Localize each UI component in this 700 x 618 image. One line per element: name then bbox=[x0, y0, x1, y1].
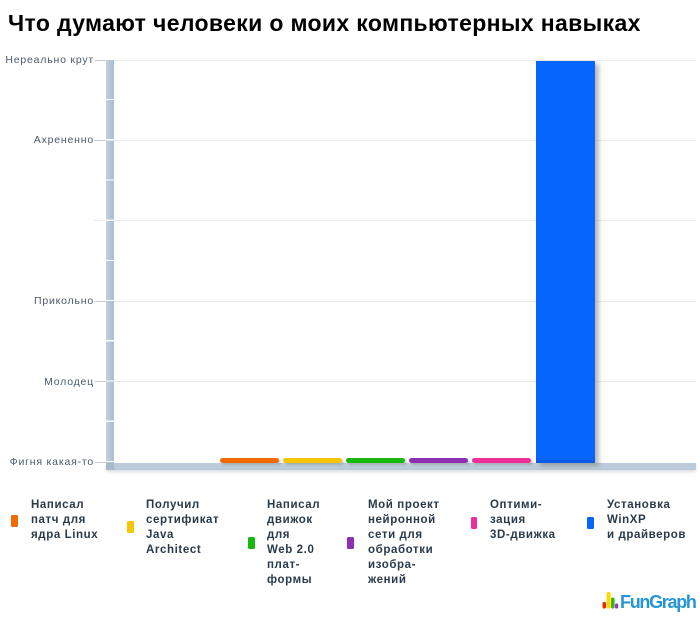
svg-text:FunGraph: FunGraph bbox=[620, 592, 696, 612]
